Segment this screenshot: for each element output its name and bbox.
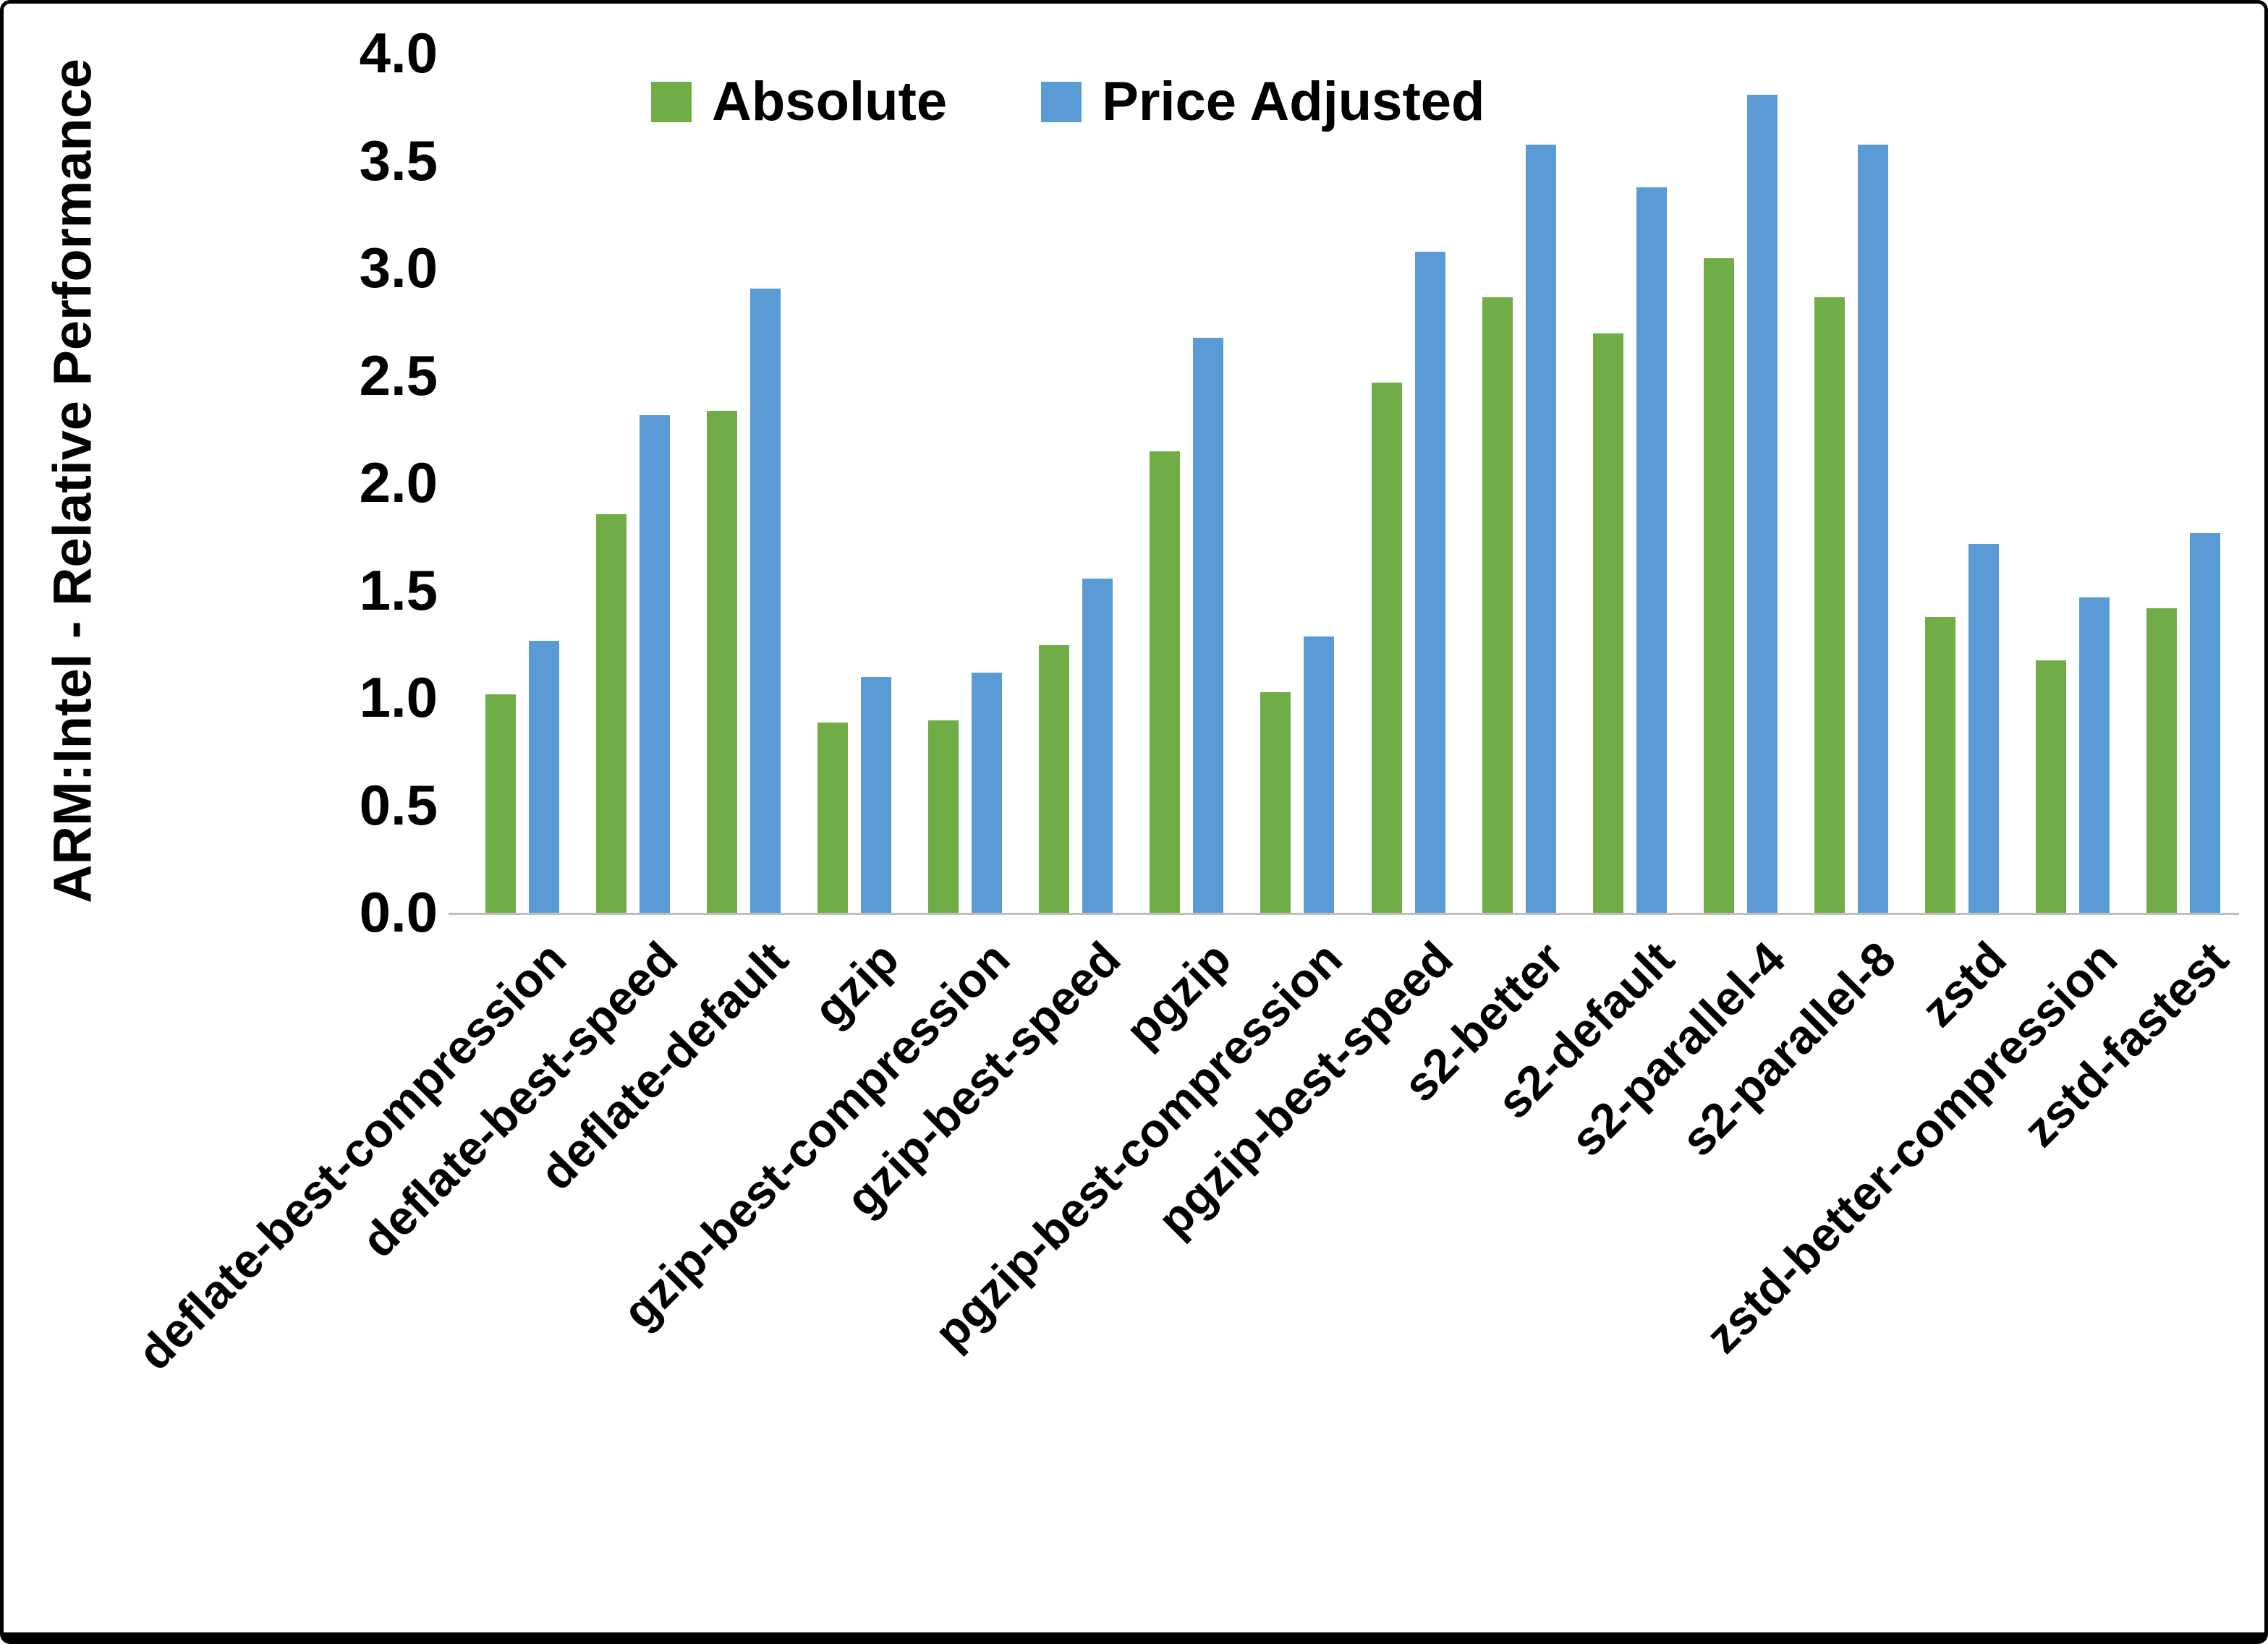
category-group-pgzip-best-compression [1242, 54, 1353, 913]
category-group-zstd-fastest [2128, 54, 2239, 913]
bar-absolute-deflate-default [706, 411, 737, 913]
y-tick-label: 0.0 [359, 880, 438, 944]
bar-series-area [467, 54, 2239, 913]
x-axis-labels: deflate-best-compression deflate-best-spe… [4, 921, 2264, 1630]
category-group-s2-parallel-4 [1685, 54, 1796, 913]
bar-absolute-s2-parallel-4 [1703, 258, 1734, 913]
y-tick-label: 1.5 [359, 558, 438, 622]
y-tick-label: 2.0 [359, 451, 438, 514]
category-group-pgzip-best-speed [1353, 54, 1464, 913]
legend-label-absolute: Absolute [712, 71, 948, 132]
bar-absolute-pgzip [1150, 451, 1181, 913]
plot-area: Absolute Price Adjusted [449, 54, 2239, 915]
bar-absolute-gzip [817, 722, 848, 913]
x-tick-label-deflate-best-compression: deflate-best-compression [127, 931, 577, 1380]
y-tick-label: 3.0 [359, 236, 438, 299]
category-group-pgzip [1131, 54, 1242, 913]
category-group-gzip [799, 54, 909, 913]
bar-absolute-deflate-best-speed [595, 514, 627, 913]
category-group-s2-parallel-8 [1796, 54, 1907, 913]
legend-item-absolute: Absolute [651, 70, 947, 133]
legend-label-price-adjusted: Price Adjusted [1102, 71, 1485, 132]
bar-price-adjusted-pgzip [1193, 338, 1224, 913]
y-tick-label: 2.5 [359, 343, 438, 407]
bar-absolute-pgzip-best-speed [1371, 383, 1402, 913]
category-group-s2-default [1574, 54, 1685, 913]
bar-price-adjusted-zstd [1968, 544, 2000, 913]
legend-item-price-adjusted: Price Adjusted [1041, 70, 1485, 133]
bar-price-adjusted-deflate-default [749, 288, 781, 913]
bar-price-adjusted-s2-default [1636, 187, 1667, 913]
bar-price-adjusted-deflate-best-compression [528, 640, 559, 913]
bar-price-adjusted-gzip [860, 677, 891, 913]
category-group-zstd [1907, 54, 2018, 913]
bar-price-adjusted-s2-parallel-8 [1858, 144, 1889, 913]
category-group-s2-better [1464, 54, 1574, 913]
bar-price-adjusted-gzip-best-compression [972, 673, 1003, 913]
bar-absolute-gzip-best-speed [1039, 644, 1070, 913]
category-group-gzip-best-compression [910, 54, 1021, 913]
bar-absolute-s2-better [1482, 297, 1513, 913]
category-group-deflate-default [688, 54, 799, 913]
bar-absolute-pgzip-best-compression [1260, 692, 1291, 913]
bar-price-adjusted-deflate-best-speed [639, 414, 670, 913]
x-axis-line [449, 913, 2239, 915]
bar-price-adjusted-pgzip-best-compression [1304, 636, 1335, 913]
legend: Absolute Price Adjusted [651, 70, 1485, 133]
bar-absolute-gzip-best-compression [928, 720, 959, 913]
bar-absolute-zstd-fastest [2146, 608, 2178, 913]
y-tick-label: 1.0 [359, 665, 438, 729]
y-tick-label: 3.5 [359, 128, 438, 192]
category-group-deflate-best-compression [467, 54, 577, 913]
category-group-deflate-best-speed [577, 54, 688, 913]
bar-price-adjusted-s2-parallel-4 [1746, 95, 1778, 913]
bar-price-adjusted-gzip-best-speed [1082, 578, 1113, 913]
bar-absolute-s2-default [1592, 333, 1623, 913]
y-tick-label: 4.0 [359, 21, 438, 85]
category-group-zstd-better-compression [2018, 54, 2128, 913]
bar-absolute-zstd [1925, 617, 1956, 913]
bar-absolute-zstd-better-compression [2036, 660, 2067, 913]
bar-absolute-deflate-best-compression [485, 694, 516, 913]
legend-swatch-absolute [651, 81, 692, 122]
y-tick-label: 0.5 [359, 772, 438, 837]
legend-swatch-price-adjusted [1041, 81, 1082, 122]
bar-price-adjusted-pgzip-best-speed [1414, 252, 1445, 913]
bar-price-adjusted-zstd-fastest [2190, 533, 2221, 913]
y-axis-title: ARM:Intel - Relative Performance [42, 59, 103, 903]
bar-price-adjusted-s2-better [1525, 144, 1556, 913]
bar-absolute-s2-parallel-8 [1814, 297, 1846, 913]
category-group-gzip-best-speed [1021, 54, 1131, 913]
bar-price-adjusted-zstd-better-compression [2079, 597, 2110, 913]
